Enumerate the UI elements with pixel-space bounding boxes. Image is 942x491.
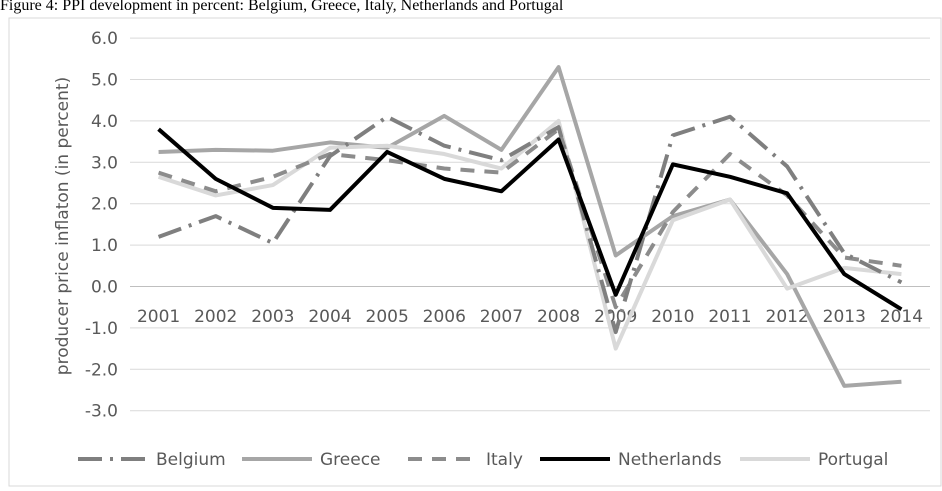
y-tick-label: -3.0 <box>85 402 118 422</box>
series-line-netherlands <box>157 127 903 311</box>
legend-label: Netherlands <box>618 450 722 470</box>
legend: Belgium Greece Italy Netherlands Portugal <box>78 450 888 470</box>
y-tick-label: 5.0 <box>91 71 118 91</box>
y-tick-label: 3.0 <box>91 153 118 173</box>
x-tick-label: 2010 <box>651 307 694 327</box>
x-tick-label: 2006 <box>423 307 466 327</box>
x-axis-ticks: 2001 2002 2003 2004 2005 2006 2007 2008 2009 2010… <box>137 307 923 327</box>
y-tick-label: -1.0 <box>85 319 118 339</box>
legend-item-italy: Italy <box>408 450 523 470</box>
y-tick-label: 6.0 <box>91 29 118 49</box>
series-line-greece <box>158 65 902 388</box>
x-tick-label: 2012 <box>766 307 809 327</box>
y-tick-label: 4.0 <box>91 112 118 132</box>
x-tick-label: 2003 <box>251 307 294 327</box>
x-tick-label: 2004 <box>308 307 351 327</box>
legend-label: Greece <box>320 450 381 470</box>
legend-item-belgium: Belgium <box>78 450 226 470</box>
x-tick-label: 2007 <box>480 307 523 327</box>
series-line-belgium <box>157 114 903 335</box>
series-line-italy <box>157 127 902 310</box>
x-tick-label: 2008 <box>537 307 580 327</box>
legend-label: Italy <box>486 450 523 470</box>
figure-caption: Figure 4: PPI development in percent: Be… <box>0 0 564 14</box>
x-tick-label: 2011 <box>708 307 751 327</box>
y-tick-label: 0.0 <box>91 278 118 298</box>
legend-item-greece: Greece <box>242 450 381 470</box>
x-tick-label: 2013 <box>823 307 866 327</box>
chart-area-border <box>8 17 942 487</box>
x-tick-label: 2001 <box>137 307 180 327</box>
gridlines <box>130 37 930 412</box>
y-tick-label: 1.0 <box>91 236 118 256</box>
x-tick-label: 2014 <box>880 307 923 327</box>
legend-item-portugal: Portugal <box>740 450 888 470</box>
y-axis-label: producer price inflaton (in percent) <box>53 77 73 375</box>
y-tick-label: 2.0 <box>91 195 118 215</box>
legend-item-netherlands: Netherlands <box>540 450 722 470</box>
series-lines <box>157 65 903 388</box>
legend-label: Portugal <box>818 450 888 470</box>
legend-label: Belgium <box>156 450 226 470</box>
y-axis-ticks: 6.0 5.0 4.0 3.0 2.0 1.0 0.0 -1.0 -2.0 -3.0 <box>85 29 118 422</box>
x-tick-label: 2005 <box>366 307 409 327</box>
x-tick-label: 2002 <box>194 307 237 327</box>
y-tick-label: -2.0 <box>85 360 118 380</box>
